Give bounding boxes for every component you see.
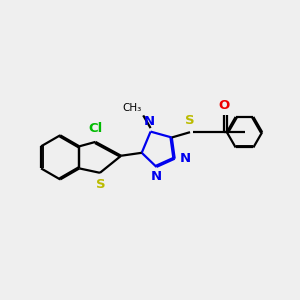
- Text: N: N: [143, 115, 155, 128]
- Text: S: S: [185, 115, 195, 128]
- Text: CH₃: CH₃: [122, 103, 142, 113]
- Text: N: N: [180, 152, 191, 165]
- Text: Cl: Cl: [88, 122, 103, 135]
- Text: S: S: [96, 178, 105, 191]
- Text: O: O: [219, 99, 230, 112]
- Text: N: N: [151, 170, 162, 184]
